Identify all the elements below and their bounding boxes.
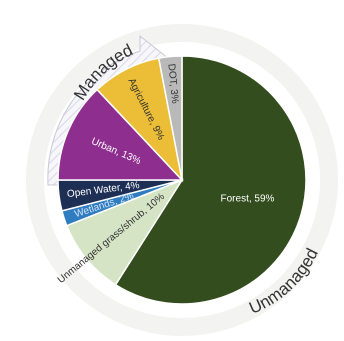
outer-ring [26,24,338,336]
pie-slice [57,88,184,181]
pie-slice [65,178,184,286]
pie-slice [114,55,307,305]
pie-slice-label: Forest, 59% [221,194,275,205]
pie-slice [157,55,183,181]
pie-slice-label: DOT, 3% [165,63,180,104]
pie-slices [57,55,307,305]
